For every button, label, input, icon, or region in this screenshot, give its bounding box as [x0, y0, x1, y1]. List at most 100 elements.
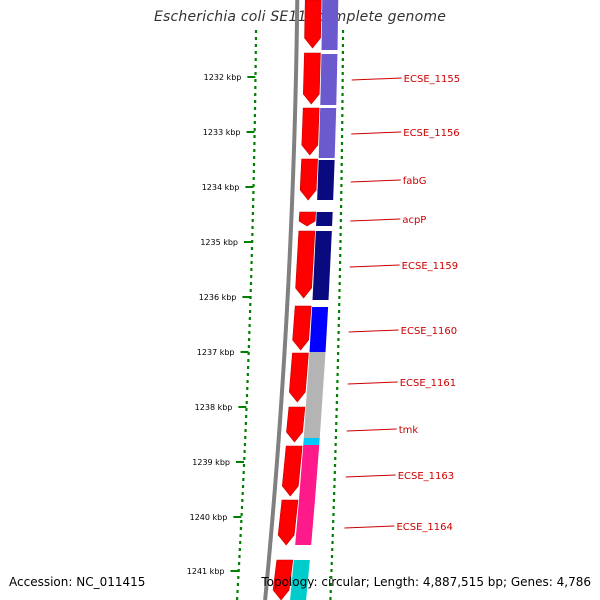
kbp-tick-label: 1233 kbp: [203, 128, 241, 137]
kbp-tick-label: 1235 kbp: [200, 238, 238, 247]
gene-label: ECSE_1163: [398, 471, 454, 482]
feature-block: [309, 307, 329, 352]
tick-dot: [240, 506, 244, 509]
tick-dot: [337, 331, 340, 334]
tick-dot: [250, 261, 253, 264]
tick-dot: [329, 583, 333, 586]
tick-dot: [247, 352, 250, 355]
gene-label-leader: [351, 77, 402, 81]
tick-dot: [334, 443, 337, 446]
gene-label-leader: [349, 264, 400, 268]
tick-dot: [243, 457, 246, 460]
tick-dot: [341, 107, 344, 110]
tick-dot: [250, 247, 254, 250]
tick-dot: [336, 373, 339, 376]
tick-dot: [341, 44, 345, 47]
tick-dot: [237, 562, 241, 565]
kbp-tick-label: 1239 kbp: [192, 458, 230, 467]
forward-cds-arrow: [281, 445, 303, 497]
tick-dot: [237, 569, 240, 572]
forward-cds-arrow: [292, 305, 312, 351]
tick-dot: [334, 429, 338, 432]
tick-dot: [333, 464, 337, 467]
tick-dot: [338, 275, 341, 278]
gene-label: ECSE_1164: [396, 522, 452, 533]
feature-block: [320, 54, 338, 105]
tick-dot: [239, 541, 242, 544]
tick-dot: [253, 135, 256, 138]
tick-dot: [241, 492, 244, 495]
tick-dot: [250, 268, 253, 271]
tick-dot: [249, 289, 252, 292]
kbp-tick-label: 1237 kbp: [197, 348, 235, 357]
tick-dot: [246, 380, 249, 383]
tick-dot: [248, 317, 251, 320]
gene-label-leader: [346, 428, 397, 432]
tick-dot: [245, 401, 248, 404]
backbone-ring: [263, 0, 300, 600]
tick-dot: [334, 436, 337, 439]
tick-dot: [254, 72, 257, 75]
genome-summary-text: Topology: circular; Length: 4,887,515 bp…: [261, 575, 591, 589]
tick-dot: [333, 492, 336, 495]
tick-dot: [241, 485, 245, 488]
kbp-tick-label: 1236 kbp: [199, 293, 237, 302]
tick-dot: [247, 359, 250, 362]
tick-dot: [338, 268, 342, 271]
forward-cds-arrow: [303, 52, 321, 105]
feature-block: [295, 500, 315, 545]
tick-dot: [239, 527, 243, 530]
gene-label: ECSE_1156: [403, 128, 459, 139]
gene-label: acpP: [402, 215, 426, 226]
map-title: Escherichia coli SE11, complete genome: [153, 9, 447, 25]
forward-cds-arrow: [277, 499, 299, 546]
tick-dot: [239, 534, 242, 537]
tick-dot: [243, 450, 246, 453]
tick-dot: [341, 93, 344, 96]
tick-dot: [254, 58, 257, 61]
tick-dot: [341, 58, 344, 61]
tick-dot: [337, 310, 341, 313]
tick-dot: [339, 233, 342, 236]
tick-dot: [251, 226, 254, 229]
kbp-scale: 1232 kbp 1233 kbp 1234 kbp 1235 kbp 1236 kbp…: [187, 73, 256, 576]
tick-dot: [335, 422, 338, 425]
tick-dot: [254, 65, 257, 68]
tick-dot: [338, 289, 341, 292]
tick-dot: [341, 65, 344, 68]
tick-dot: [238, 555, 241, 558]
tick-dot: [329, 590, 332, 593]
tick-dot: [336, 359, 340, 362]
accession-text: Accession: NC_011415: [9, 575, 146, 589]
feature-block: [317, 160, 335, 200]
tick-dot: [254, 30, 258, 33]
tick-dot: [251, 233, 254, 236]
tick-dot: [244, 429, 247, 432]
tick-dot: [329, 597, 332, 600]
tick-dot: [335, 401, 338, 404]
tick-dot: [254, 100, 257, 103]
gene-label: ECSE_1159: [402, 261, 458, 272]
tick-dot: [337, 338, 340, 341]
tick-dot: [331, 534, 334, 537]
tick-dot: [243, 443, 247, 446]
tick-dot: [341, 121, 344, 124]
gene-label-leader: [348, 329, 399, 333]
kbp-tick-label: 1238 kbp: [195, 403, 233, 412]
tick-dot: [334, 450, 337, 453]
feature-block: [290, 560, 310, 600]
tick-dot: [252, 198, 255, 201]
forward-cds-arrow: [288, 352, 309, 403]
tick-dot: [336, 387, 339, 390]
tick-dot: [251, 205, 255, 208]
tick-dot: [341, 86, 344, 89]
tick-dot: [340, 198, 343, 201]
tick-dot: [253, 142, 256, 145]
gene-label-leader: [350, 179, 401, 183]
tick-dot: [331, 548, 334, 551]
tick-dot: [340, 142, 344, 145]
tick-dot: [252, 177, 255, 180]
tick-dot: [330, 562, 333, 565]
